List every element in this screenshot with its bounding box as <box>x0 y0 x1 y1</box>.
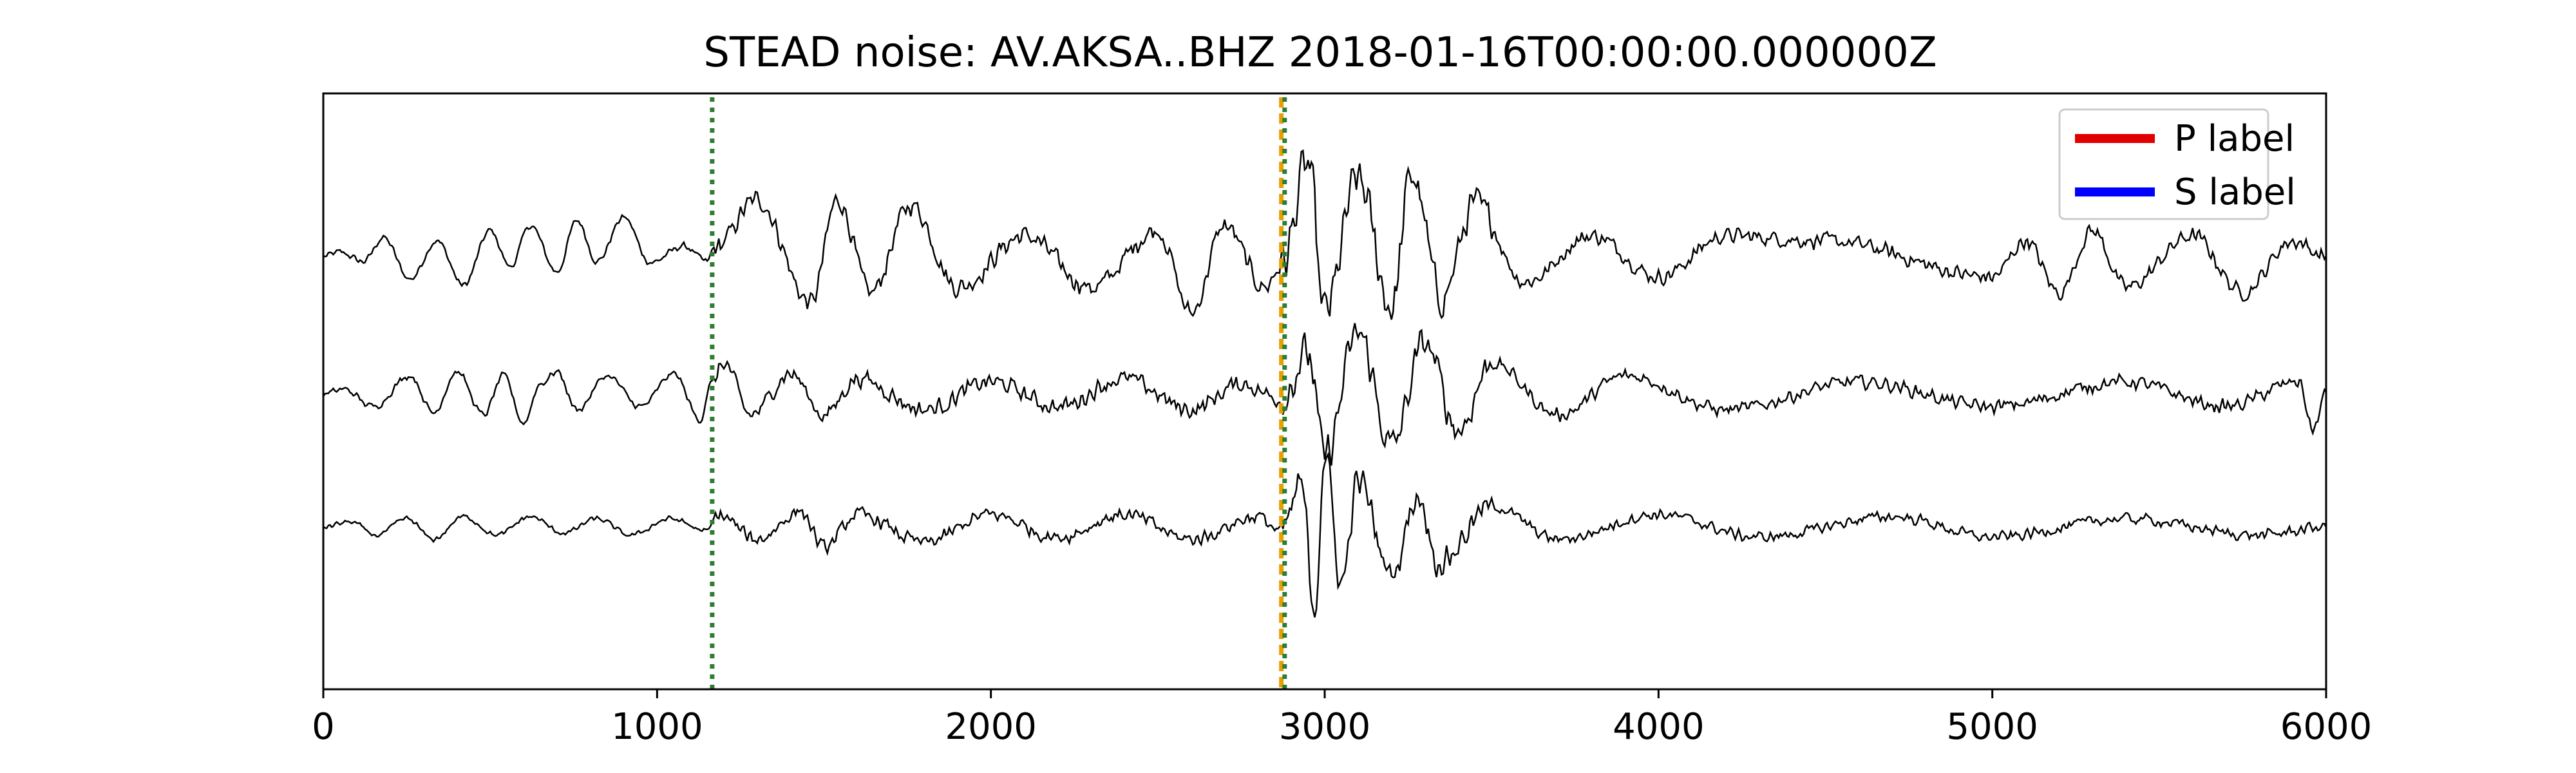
chart-title: STEAD noise: AV.AKSA..BHZ 2018-01-16T00:… <box>703 29 1937 77</box>
x-tick-label: 5000 <box>1946 706 2038 748</box>
axes: 0 1000 2000 3000 4000 5000 6000 P label S label <box>312 92 2372 748</box>
legend-label: P label <box>2174 118 2295 160</box>
waveform-trace-3 <box>323 452 2327 618</box>
plot-frame <box>322 92 2327 691</box>
x-tick-label: 0 <box>312 706 335 748</box>
x-tick-label: 1000 <box>611 706 703 748</box>
waveform-trace-1 <box>323 149 2327 320</box>
x-tick-label: 3000 <box>1279 706 1371 748</box>
legend-label: S label <box>2174 171 2296 213</box>
waveform-trace-2 <box>322 323 2327 466</box>
x-tick-label: 4000 <box>1613 706 1705 748</box>
x-tick-label: 6000 <box>2280 706 2372 748</box>
x-tick-label: 2000 <box>945 706 1037 748</box>
